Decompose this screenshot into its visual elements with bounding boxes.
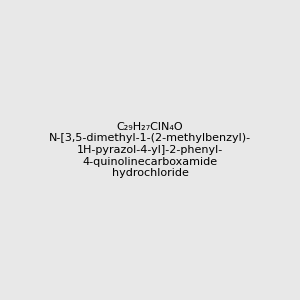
Text: C₂₉H₂₇ClN₄O
N-[3,5-dimethyl-1-(2-methylbenzyl)-
1H-pyrazol-4-yl]-2-phenyl-
4-qui: C₂₉H₂₇ClN₄O N-[3,5-dimethyl-1-(2-methylb… (49, 122, 251, 178)
